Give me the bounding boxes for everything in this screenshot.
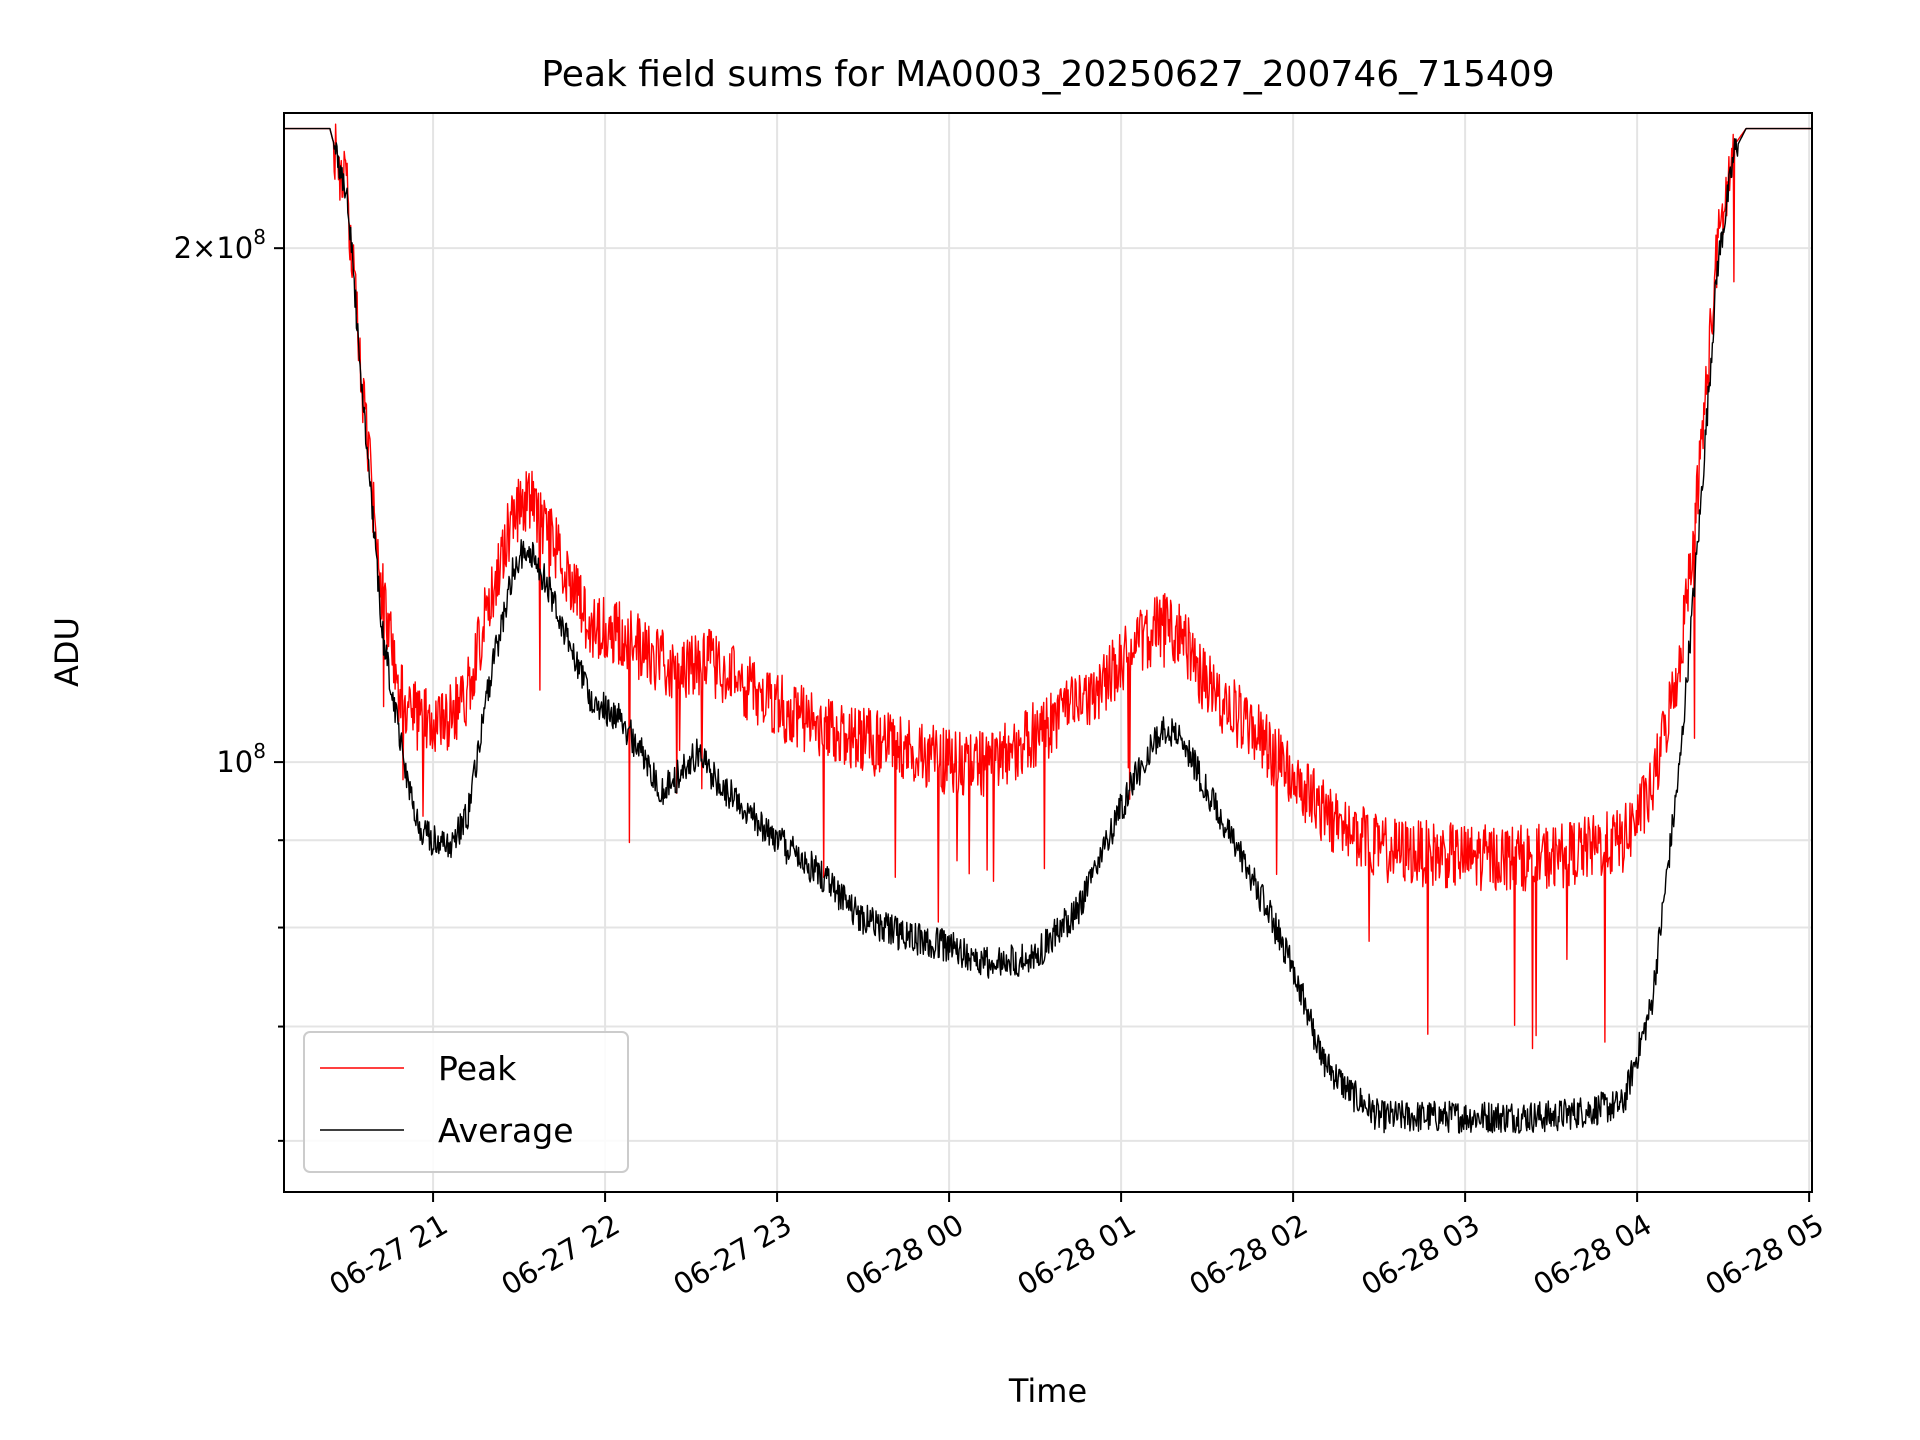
y-tick-mantissa: 2	[174, 231, 192, 265]
series-line-average	[284, 127, 1812, 1134]
series-line-peak	[284, 123, 1812, 1050]
chart-title: Peak field sums for MA0003_20250627_2007…	[541, 54, 1554, 95]
series-layer	[284, 123, 1812, 1134]
y-tick-base: 10	[216, 231, 253, 265]
legend-label-peak: Peak	[438, 1049, 517, 1088]
legend: Peak Average	[303, 1031, 629, 1173]
x-axis-label: Time	[1008, 1372, 1087, 1410]
grid	[284, 113, 1812, 1192]
y-tick-exponent: 8	[253, 739, 266, 763]
legend-label-average: Average	[438, 1111, 574, 1150]
y-tick-label: 108	[216, 739, 266, 779]
y-tick-label: 2×108	[174, 225, 266, 265]
y-axis-label: ADU	[48, 617, 86, 687]
y-tick-base: 10	[216, 745, 253, 779]
y-tick-exponent: 8	[253, 225, 266, 249]
plot-frame	[283, 112, 1813, 1193]
legend-box	[303, 1031, 629, 1173]
y-tick-times-sign: ×	[192, 231, 216, 265]
